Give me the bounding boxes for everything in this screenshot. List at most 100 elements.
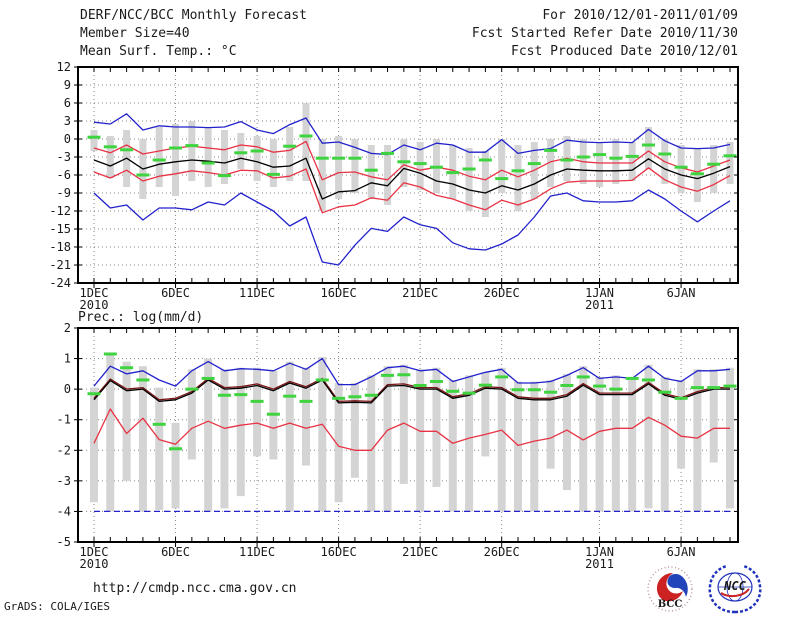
temp-spread-bar (514, 145, 522, 211)
temp-observation-dash (413, 162, 427, 166)
temp-spread-bar (90, 130, 98, 151)
temp-observation-dash (250, 149, 264, 153)
temp-observation-dash (690, 172, 704, 176)
temp-ensemble-mean-line (93, 157, 731, 200)
prec-observation-dash (625, 376, 639, 380)
temp-ensemble-max-line (93, 113, 731, 156)
temp-observation-dash (446, 171, 460, 175)
temp-spread-bar (416, 142, 424, 190)
temp-observation-dash (299, 134, 313, 138)
bcc-logo-text: BCC (658, 599, 683, 610)
prec-observation-dash (495, 375, 509, 379)
temp-observation-dash (462, 167, 476, 171)
temp-spread-bar (204, 127, 212, 187)
prec-spread-bar (595, 376, 604, 512)
temp-observation-dash (527, 162, 541, 166)
x-tick-label: 26DEC (484, 545, 520, 559)
y-tick-label: -21 (49, 258, 71, 272)
temp-spread-bar (237, 133, 245, 169)
x-tick-label: 6DEC (161, 545, 190, 559)
y-tick-label: -6 (57, 168, 71, 182)
temp-spread-bar (547, 139, 555, 187)
prec-spread-bar (318, 357, 327, 512)
y-tick-label: 9 (64, 78, 71, 92)
x-tick-sublabel: 2011 (585, 557, 614, 571)
ncc-logo-wreath-left (708, 564, 736, 614)
produced-date-label: Fcst Produced Date 2010/12/01 (511, 44, 738, 59)
temp-observation-dash (185, 144, 199, 148)
prec-spread-bar (187, 369, 196, 460)
temp-observation-dashes (87, 134, 737, 181)
x-tick-label: 21DEC (402, 545, 438, 559)
x-tick-label: 21DEC (402, 286, 438, 300)
y-tick-label: -1 (57, 413, 71, 427)
prec-observation-dash (299, 399, 313, 403)
x-tick-label: 16DEC (321, 286, 357, 300)
temp-observation-dash (723, 154, 737, 158)
page-title: DERF/NCC/BCC Monthly Forecast (80, 8, 307, 23)
temp-ensemble-min-line (93, 189, 731, 266)
temp-observation-dash (364, 168, 378, 172)
prec-chart-title: Prec.: log(mm/d) (78, 310, 204, 325)
x-tick-label: 6JAN (667, 545, 696, 559)
temp-observation-dash (511, 169, 525, 173)
y-tick-label: 12 (57, 60, 71, 74)
y-tick-label: -4 (57, 504, 71, 518)
temp-observation-dash (283, 144, 297, 148)
prec-observation-dash (641, 378, 655, 382)
x-tick-label: 16DEC (321, 545, 357, 559)
prec-chart-frame (77, 327, 739, 543)
temp-spread-bar (628, 142, 636, 181)
temp-observation-dash (266, 172, 280, 176)
prec-observation-dash (609, 387, 623, 391)
prec-spread-bar (416, 369, 425, 512)
forecast-range-label: For 2010/12/01-2011/01/09 (542, 8, 738, 23)
temp-observation-dash (348, 156, 362, 160)
prec-observation-dash (315, 378, 329, 382)
source-url: http://cmdp.ncc.cma.gov.cn (93, 581, 297, 596)
y-tick-label: -12 (49, 204, 71, 218)
temp-observation-dash (641, 143, 655, 147)
temp-spread-bar (106, 136, 114, 178)
prec-observation-dash (381, 373, 395, 377)
temp-observation-dash (495, 177, 509, 181)
y-tick-label: -15 (49, 222, 71, 236)
grads-credit: GrADS: COLA/IGES (4, 600, 110, 613)
prec-observation-dash (658, 390, 672, 394)
prec-spread-bar (236, 367, 245, 497)
x-tick-label: 26DEC (484, 286, 520, 300)
prec-spread-bar (628, 376, 637, 512)
temp-spread-bar (351, 139, 359, 193)
temp-observation-dash (152, 158, 166, 162)
prec-observation-dash (576, 375, 590, 379)
prec-observation-dash (560, 383, 574, 387)
prec-observation-dash (593, 384, 607, 388)
temp-spread-bar (465, 148, 473, 211)
prec-spread-bar (660, 376, 669, 512)
x-tick-label: 6DEC (161, 286, 190, 300)
temp-spread-bar (253, 136, 261, 181)
temp-observation-dash (217, 174, 231, 178)
prec-spread-bar (562, 373, 571, 491)
x-tick-label: 6JAN (667, 286, 696, 300)
prec-spread-bar (481, 372, 490, 457)
temp-observation-dash (658, 152, 672, 156)
prec-spread-bar (253, 367, 262, 457)
x-tick-label: 1DEC (80, 286, 109, 300)
y-tick-label: 6 (64, 96, 71, 110)
prec-observation-dash (266, 412, 280, 416)
y-tick-label: -2 (57, 443, 71, 457)
prec-spread-bar (204, 358, 213, 512)
temp-observation-dash (169, 146, 183, 150)
x-tick-sublabel: 2010 (80, 298, 109, 312)
temp-spread-bar (710, 145, 718, 193)
prec-observation-dash (674, 396, 688, 400)
prec-observation-dash (690, 386, 704, 390)
prec-spread-bar (383, 366, 392, 512)
prec-observation-dash (201, 376, 215, 380)
y-tick-label: -18 (49, 240, 71, 254)
prec-ensemble-mean-line (93, 379, 730, 404)
prec-observation-dash (87, 392, 101, 396)
